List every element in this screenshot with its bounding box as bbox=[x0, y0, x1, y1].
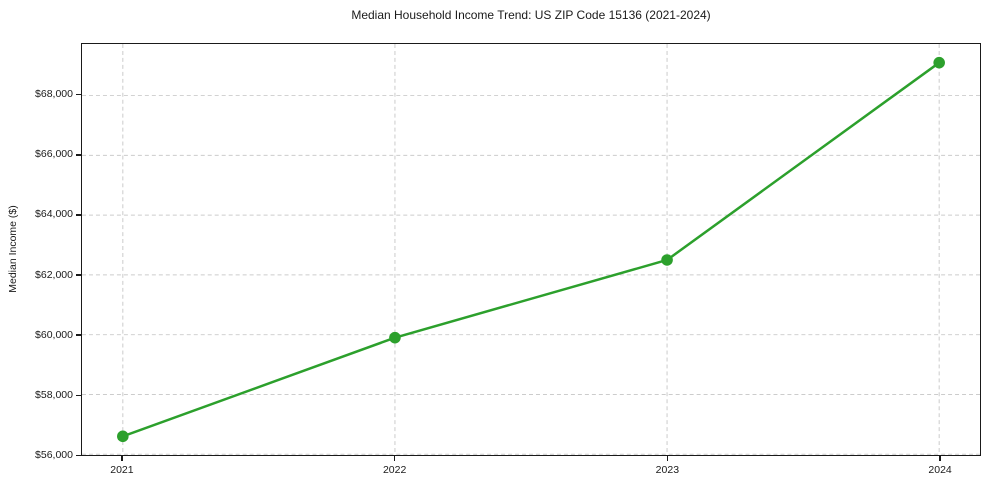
x-tick-label: 2024 bbox=[928, 464, 952, 476]
y-tick-mark bbox=[76, 94, 81, 96]
y-tick-label: $62,000 bbox=[35, 268, 73, 281]
y-tick-mark bbox=[76, 334, 81, 336]
y-tick-label: $58,000 bbox=[35, 388, 73, 401]
x-tick-mark bbox=[393, 456, 396, 461]
x-tick-mark bbox=[939, 456, 941, 461]
y-tick-mark bbox=[76, 274, 81, 276]
x-tick-label: 2022 bbox=[382, 464, 407, 476]
data-point-2024 bbox=[933, 56, 945, 69]
income-trend-line bbox=[121, 61, 941, 438]
chart-title: Median Household Income Trend: US ZIP Co… bbox=[351, 8, 711, 22]
y-tick-label: $64,000 bbox=[35, 208, 73, 221]
data-point-2023 bbox=[661, 254, 673, 266]
y-tick-label: $60,000 bbox=[35, 328, 73, 341]
plot-area bbox=[81, 43, 981, 456]
data-point-2022 bbox=[389, 331, 401, 344]
y-tick-label: $66,000 bbox=[35, 148, 73, 161]
x-tick-label: 2021 bbox=[110, 464, 134, 476]
y-tick-mark bbox=[76, 154, 81, 156]
y-tick-label: $68,000 bbox=[35, 88, 73, 101]
y-tick-mark bbox=[76, 394, 81, 396]
x-tick-label: 2023 bbox=[655, 464, 680, 476]
x-tick-mark bbox=[121, 456, 123, 461]
y-tick-mark bbox=[76, 214, 81, 216]
y-tick-label: $56,000 bbox=[35, 448, 73, 461]
data-point-2021 bbox=[117, 430, 129, 443]
line-chart-svg bbox=[82, 44, 980, 455]
x-tick-mark bbox=[666, 456, 668, 461]
y-tick-mark bbox=[76, 454, 81, 456]
